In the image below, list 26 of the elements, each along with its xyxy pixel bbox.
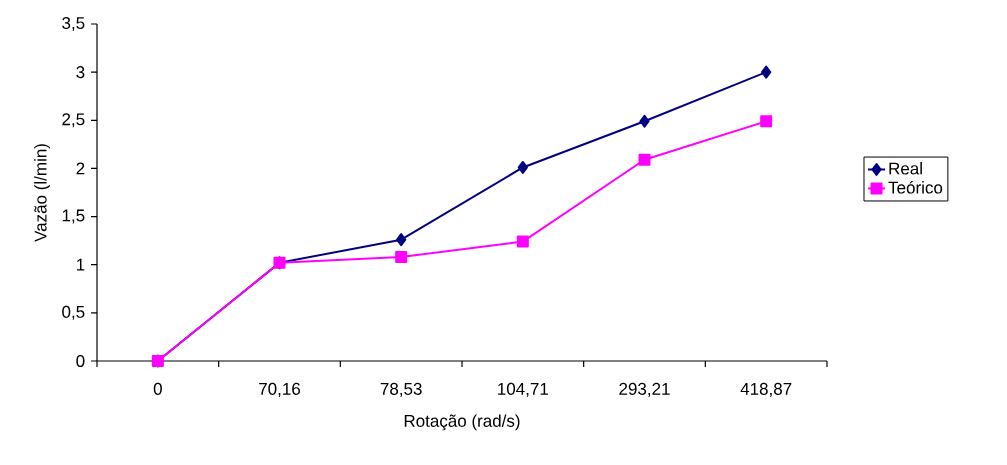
y-tick-label: 2,5 <box>62 113 85 128</box>
point <box>760 115 773 128</box>
x-axis-title: Rotação (rad/s) <box>404 414 520 431</box>
y-axis-title: Vazão (l/min) <box>34 144 50 242</box>
x-tick-label: 418,87 <box>740 382 792 397</box>
y-tick-label: 0 <box>76 354 85 368</box>
y-tick-label: 0,5 <box>62 305 85 320</box>
point <box>761 65 772 79</box>
point <box>639 114 650 128</box>
x-tick-label: 0 <box>153 382 162 395</box>
y-tick-label: 2 <box>76 162 85 175</box>
point <box>638 153 651 166</box>
point <box>396 233 407 247</box>
point <box>395 251 408 263</box>
y-tick-label: 1 <box>76 258 85 271</box>
y-tick-label: 1,5 <box>62 209 85 224</box>
y-tick-label: 3 <box>76 66 85 79</box>
x-tick-label: 78,53 <box>380 382 422 397</box>
legend-label: Teórico <box>888 180 943 194</box>
x-tick-label: 293,21 <box>619 382 670 397</box>
y-tick-label: 3,5 <box>62 16 85 32</box>
point <box>516 235 529 248</box>
point <box>517 160 528 174</box>
x-tick-label: 70,16 <box>259 382 301 397</box>
x-tick-label: 104,71 <box>498 382 548 397</box>
legend-label: Real <box>889 162 922 175</box>
